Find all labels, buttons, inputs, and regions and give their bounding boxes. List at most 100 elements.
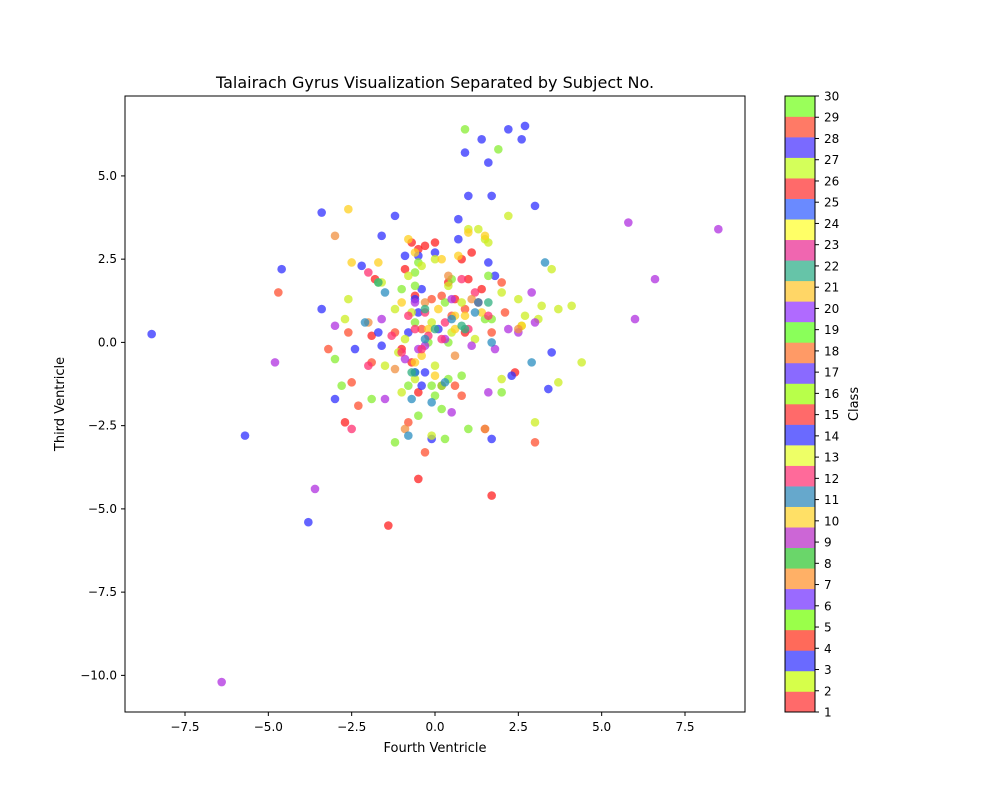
scatter-point [484, 258, 493, 267]
scatter-point [544, 384, 553, 394]
scatter-point [484, 271, 493, 281]
scatter-point [480, 231, 490, 241]
colorbar: 1234567891011121314151617181920212223242… [784, 90, 839, 720]
scatter-point [404, 328, 413, 337]
scatter-point [467, 248, 476, 257]
scatter-point [434, 304, 443, 314]
scatter-point [484, 158, 493, 167]
scatter-point [427, 431, 436, 440]
colorbar-swatch [785, 670, 815, 692]
scatter-point [354, 401, 363, 410]
scatter-point [464, 424, 473, 434]
colorbar-tick-label: 13 [824, 451, 839, 465]
scatter-point [420, 334, 430, 344]
scatter-point [487, 338, 496, 347]
colorbar-swatch [785, 280, 815, 302]
colorbar-swatch [785, 527, 815, 549]
colorbar-tick-label: 23 [824, 238, 839, 252]
scatter-point [424, 324, 433, 334]
colorbar-tick-label: 25 [824, 196, 839, 210]
scatter-point [430, 371, 440, 380]
scatter-point [340, 314, 350, 324]
scatter-points [147, 121, 723, 687]
scatter-point [437, 291, 446, 301]
colorbar-tick-label: 17 [824, 366, 839, 380]
scatter-point [447, 408, 456, 417]
scatter-point [347, 258, 356, 267]
scatter-point [457, 371, 466, 380]
x-tick-label: 5.0 [592, 720, 611, 734]
scatter-point [364, 268, 373, 277]
scatter-point [410, 298, 420, 307]
scatter-point [410, 268, 420, 277]
colorbar-swatch [785, 362, 815, 384]
scatter-point [450, 381, 460, 390]
scatter-point [470, 288, 480, 297]
x-tick-label: −5.0 [254, 720, 283, 734]
x-axis-label: Fourth Ventricle [384, 741, 487, 756]
y-tick-label: 5.0 [98, 169, 117, 183]
scatter-point [437, 404, 446, 414]
scatter-point [454, 214, 463, 224]
colorbar-swatch [785, 116, 815, 138]
scatter-point [330, 321, 340, 331]
scatter-point [330, 231, 340, 241]
colorbar-swatch [785, 629, 815, 651]
scatter-point [427, 398, 436, 407]
scatter-point [420, 304, 430, 314]
scatter-point [504, 324, 513, 334]
scatter-point [367, 331, 376, 341]
scatter-point [404, 418, 413, 427]
colorbar-swatch [785, 342, 815, 364]
scatter-point [474, 298, 483, 307]
colorbar-swatch [785, 445, 815, 466]
scatter-point [147, 329, 156, 339]
colorbar-swatch [785, 239, 815, 261]
scatter-point [404, 271, 413, 281]
scatter-point [414, 388, 423, 397]
scatter-point [430, 361, 440, 371]
scatter-point [390, 364, 400, 374]
colorbar-swatch [785, 157, 815, 179]
colorbar-tick-label: 9 [824, 536, 832, 550]
scatter-point [410, 281, 420, 291]
scatter-point [490, 271, 500, 281]
colorbar-swatch [785, 96, 815, 117]
colorbar-tick-label: 19 [824, 323, 839, 337]
scatter-point [374, 258, 383, 267]
scatter-point [540, 258, 550, 267]
scatter-point [454, 251, 463, 261]
scatter-point [350, 344, 360, 354]
scatter-point [417, 284, 426, 294]
scatter-point [484, 238, 493, 247]
colorbar-swatch [785, 465, 815, 487]
colorbar-tick-label: 6 [824, 599, 832, 613]
scatter-point [454, 234, 463, 244]
scatter-point [567, 301, 576, 311]
scatter-point [630, 314, 640, 324]
scatter-point [414, 474, 423, 484]
colorbar-swatch [785, 178, 815, 199]
y-axis: −10.0 −7.5 −5.0 −2.5 0.0 2.5 5.0 [80, 169, 125, 682]
scatter-point [500, 308, 510, 317]
scatter-point [407, 394, 416, 404]
scatter-point [377, 314, 386, 324]
scatter-point [410, 358, 420, 367]
scatter-point [420, 447, 430, 457]
scatter-point [277, 264, 286, 274]
colorbar-swatch [785, 301, 815, 323]
colorbar-tick-label: 24 [824, 217, 839, 231]
colorbar-tick-label: 30 [824, 90, 839, 104]
scatter-point [344, 204, 353, 214]
scatter-point [484, 311, 493, 321]
scatter-point [374, 278, 383, 287]
scatter-point [427, 318, 436, 327]
scatter-point [460, 324, 470, 334]
x-tick-label: 7.5 [675, 720, 694, 734]
colorbar-swatch [785, 404, 815, 425]
scatter-point [444, 271, 453, 281]
scatter-point [397, 284, 406, 294]
scatter-point [397, 388, 406, 397]
scatter-point [330, 394, 340, 404]
colorbar-frame [784, 95, 816, 713]
